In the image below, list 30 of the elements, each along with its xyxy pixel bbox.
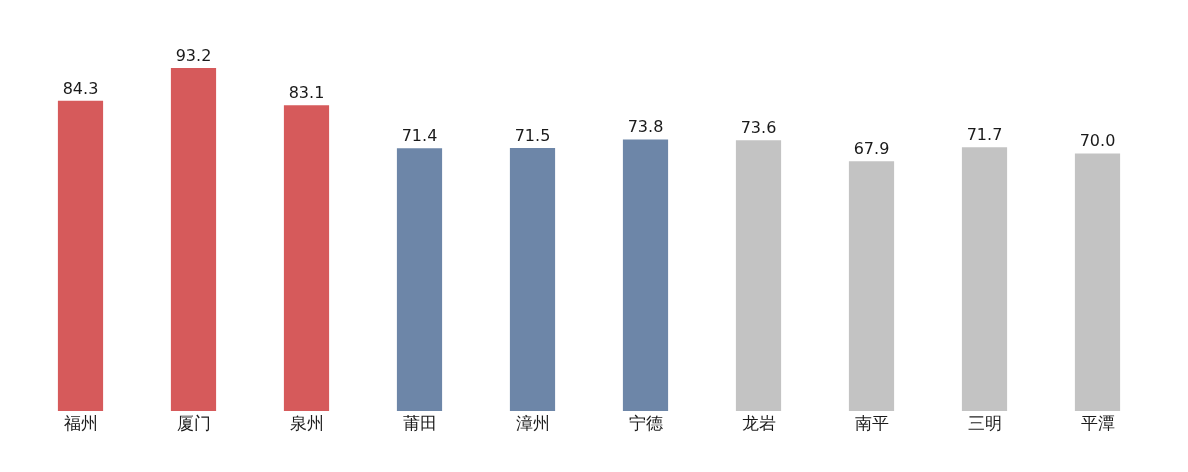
bar <box>622 139 669 411</box>
data-label: 70.0 <box>1079 131 1116 151</box>
bar <box>848 161 895 411</box>
bar <box>283 105 330 411</box>
x-tick-label: 福州 <box>63 413 98 433</box>
data-label: 73.6 <box>740 118 777 138</box>
data-label: 71.4 <box>401 126 438 146</box>
data-label: 73.8 <box>627 117 664 137</box>
data-label: 83.1 <box>288 83 325 103</box>
data-label: 84.3 <box>62 78 99 98</box>
bar <box>961 147 1008 411</box>
x-tick-label: 漳州 <box>515 413 550 433</box>
bar <box>1074 153 1121 411</box>
bar <box>509 147 556 411</box>
data-label: 93.2 <box>175 46 212 66</box>
bar <box>396 148 443 411</box>
x-tick-label: 三明 <box>967 413 1002 433</box>
x-tick-label: 莆田 <box>402 413 437 433</box>
x-tick-label: 平潭 <box>1080 413 1115 433</box>
x-tick-label: 宁德 <box>628 413 663 433</box>
bar <box>735 140 782 411</box>
data-label: 67.9 <box>853 139 890 159</box>
bar <box>170 68 217 411</box>
x-tick-label: 龙岩 <box>741 413 776 433</box>
data-label: 71.7 <box>966 125 1003 145</box>
bar <box>57 100 104 411</box>
x-tick-label: 南平 <box>854 413 889 433</box>
data-label: 71.5 <box>514 125 551 145</box>
x-tick-label: 泉州 <box>289 413 324 433</box>
x-tick-label: 厦门 <box>176 413 211 433</box>
